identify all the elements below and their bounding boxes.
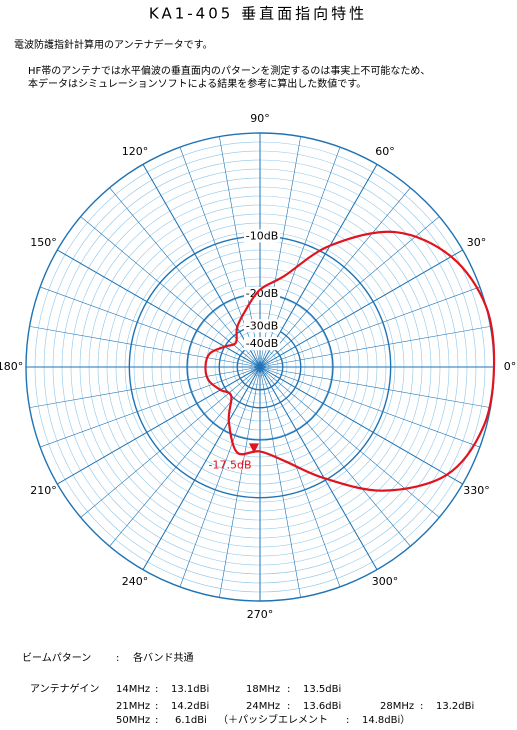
band: 14MHz — [116, 684, 150, 695]
angle-grid-line — [259, 164, 378, 368]
angle-tick-label: 330° — [463, 484, 490, 497]
angle-tick-label: 270° — [247, 608, 274, 621]
separator: : — [155, 715, 158, 726]
spec-label: アンテナゲイン — [30, 683, 99, 695]
angle-tick-label: 60° — [375, 145, 395, 158]
angle-grid-line — [259, 366, 378, 570]
angle-tick-label: 120° — [122, 145, 149, 158]
minor-spoke — [259, 366, 301, 598]
band: 50MHz — [116, 715, 150, 726]
angle-grid-line — [142, 164, 261, 368]
angle-tick-label: 30° — [467, 236, 487, 249]
angle-tick-label: 300° — [372, 575, 399, 588]
minor-spoke — [109, 366, 261, 547]
angle-grid-line — [259, 249, 463, 368]
minor-spoke — [259, 187, 411, 368]
angle-tick-label: 90° — [250, 112, 270, 125]
ring-tick-label: -10dB — [246, 229, 279, 242]
angle-tick-label: 180° — [0, 360, 23, 373]
minor-spoke — [259, 366, 480, 448]
intro-text: HF帯のアンテナでは水平偏波の垂直面内のパターンを測定するのは事実上不可能なため… — [28, 64, 430, 77]
angle-grid-line — [142, 366, 261, 570]
spec-value: 各バンド共通 — [133, 651, 194, 664]
minor-spoke — [259, 326, 491, 368]
separator: : — [420, 701, 423, 712]
angle-tick-label: 210° — [30, 484, 57, 497]
minor-spoke — [259, 366, 411, 547]
note: （＋パッシブエレメント — [218, 713, 328, 726]
pattern-line — [204, 230, 496, 492]
angle-tick-label: 0° — [504, 360, 517, 373]
minor-spoke — [259, 366, 491, 408]
minor-spoke — [259, 366, 440, 518]
minor-spoke — [80, 216, 261, 368]
minor-spoke — [219, 366, 261, 598]
separator: : — [116, 653, 119, 664]
label-bg — [244, 229, 280, 243]
minor-spoke — [259, 286, 480, 368]
angle-grid-line — [57, 366, 261, 485]
band: 28MHz — [380, 701, 414, 712]
spec-label: ビームパターン — [22, 652, 91, 664]
separator: : — [287, 701, 290, 712]
minor-spoke — [40, 366, 261, 448]
angle-tick-label: 150° — [30, 236, 57, 249]
separator: : — [155, 684, 158, 695]
minor-spoke — [259, 147, 341, 368]
gain: 13.6dBi — [303, 701, 341, 712]
angle-tick-label: 240° — [122, 575, 149, 588]
minor-spoke — [259, 366, 341, 587]
gain: 13.1dBi — [171, 684, 209, 695]
ring-tick-label: -30dB — [246, 319, 279, 332]
gain: 14.2dBi — [171, 701, 209, 712]
separator: : — [155, 701, 158, 712]
annotation-label: -17.5dB — [209, 458, 252, 471]
angle-grid-line — [57, 249, 261, 368]
separator: : — [287, 684, 290, 695]
gain: 6.1dBi — [175, 715, 207, 726]
minor-spoke — [179, 366, 261, 587]
gain: 13.2dBi — [436, 701, 474, 712]
annotation-marker — [249, 443, 259, 454]
minor-spoke — [179, 147, 261, 368]
minor-spoke — [259, 216, 440, 368]
minor-spoke — [29, 366, 261, 408]
minor-spoke — [40, 286, 261, 368]
separator: : — [346, 715, 349, 726]
gain: 13.5dBi — [303, 684, 341, 695]
angle-grid-line — [259, 366, 463, 485]
band: 21MHz — [116, 701, 150, 712]
label-bg — [244, 319, 280, 333]
minor-spoke — [80, 366, 261, 518]
page-title: KA1-405 垂直面指向特性 — [149, 5, 367, 23]
band: 24MHz — [246, 701, 280, 712]
intro-text: 本データはシミュレーションソフトによる結果を参考に算出した数値です。 — [28, 77, 366, 90]
note-value: 14.8dBi） — [362, 714, 410, 726]
intro-text: 電波防護指針計算用のアンテナデータです。 — [14, 38, 213, 51]
ring-tick-label: -40dB — [246, 337, 279, 350]
minor-spoke — [109, 187, 261, 368]
band: 18MHz — [246, 684, 280, 695]
minor-spoke — [29, 326, 261, 368]
label-bg — [244, 337, 280, 351]
